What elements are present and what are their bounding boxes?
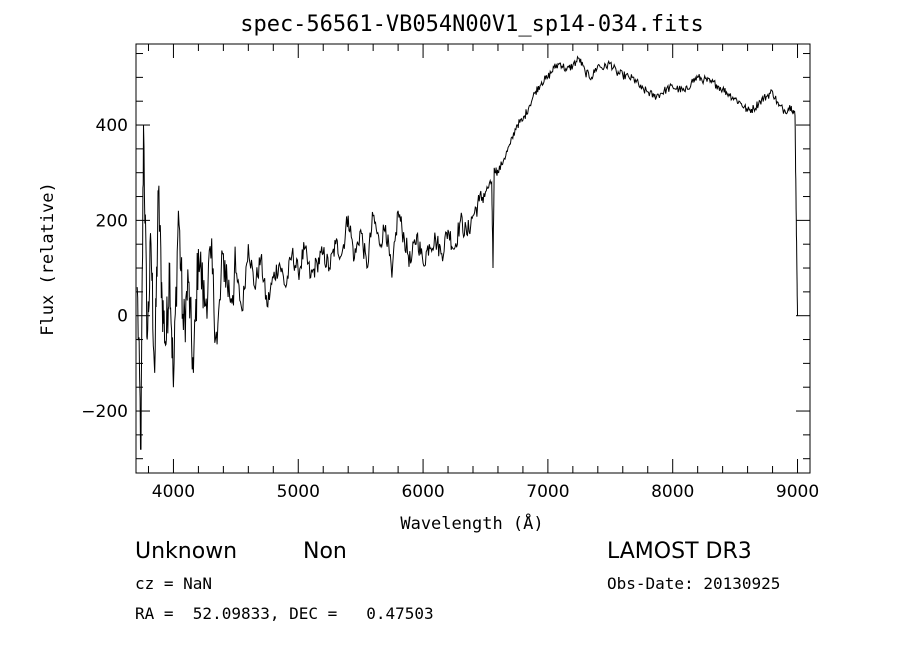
x-axis-label: Wavelength (Å) [400, 512, 543, 534]
axis-tick-labels: 4000 5000 6000 7000 8000 9000 −200 0 200 400 [81, 116, 819, 502]
axis-ticks [136, 44, 810, 473]
x-tick-label: 6000 [401, 482, 444, 502]
sky-coordinates: RA = 52.09833, DEC = 0.47503 [135, 604, 434, 623]
y-axis-label: Flux (relative) [38, 182, 58, 336]
observation-date: Obs-Date: 20130925 [607, 574, 781, 593]
y-tick-label: −200 [81, 402, 128, 422]
survey-label: LAMOST DR3 [607, 539, 752, 564]
redshift-cz: cz = NaN [135, 574, 213, 593]
y-tick-label: 200 [96, 211, 128, 231]
x-tick-label: 4000 [152, 482, 195, 502]
plot-frame [135, 43, 811, 474]
y-tick-label: 0 [117, 307, 128, 327]
y-tick-label: 400 [96, 116, 128, 136]
object-subclass: Non [303, 539, 347, 564]
object-class: Unknown [135, 539, 238, 564]
chart-title: spec-56561-VB054N00V1_sp14-034.fits [240, 12, 704, 37]
x-tick-label: 8000 [651, 482, 694, 502]
x-tick-label: 7000 [526, 482, 569, 502]
x-tick-label: 9000 [776, 482, 819, 502]
x-tick-label: 5000 [277, 482, 320, 502]
spectrum-line [136, 55, 798, 450]
